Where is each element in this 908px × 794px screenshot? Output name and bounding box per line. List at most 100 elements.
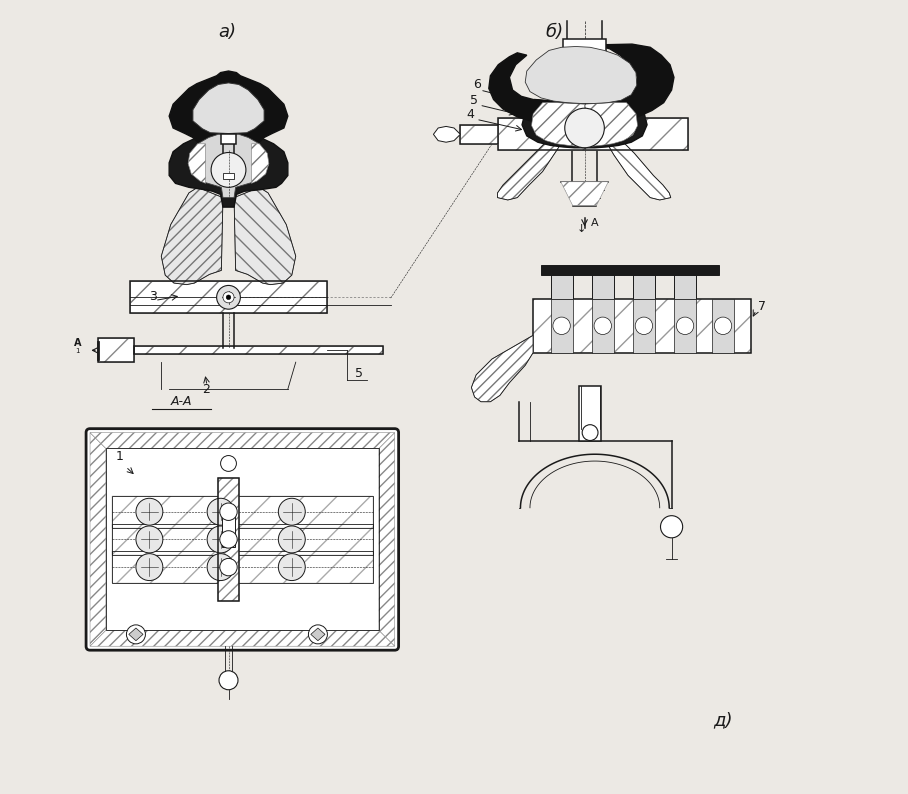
Circle shape xyxy=(207,553,234,580)
Bar xyxy=(460,125,498,144)
Polygon shape xyxy=(218,478,239,601)
Circle shape xyxy=(636,317,653,334)
Polygon shape xyxy=(90,433,106,646)
Text: 6: 6 xyxy=(473,79,481,91)
Circle shape xyxy=(226,295,231,299)
Polygon shape xyxy=(489,44,674,125)
Polygon shape xyxy=(433,126,460,142)
Circle shape xyxy=(207,499,234,525)
Circle shape xyxy=(217,285,241,309)
Circle shape xyxy=(676,317,694,334)
Bar xyxy=(550,299,573,353)
Polygon shape xyxy=(188,134,269,198)
Polygon shape xyxy=(471,335,533,402)
Circle shape xyxy=(582,425,598,441)
Circle shape xyxy=(136,499,163,525)
Circle shape xyxy=(220,503,237,520)
Bar xyxy=(674,276,696,299)
Bar xyxy=(223,173,234,179)
Bar xyxy=(498,118,688,150)
Circle shape xyxy=(219,671,238,690)
Text: 2: 2 xyxy=(202,383,211,396)
Text: 3: 3 xyxy=(150,291,157,303)
Bar xyxy=(222,515,235,547)
Bar xyxy=(113,523,373,555)
Bar xyxy=(498,118,688,150)
Circle shape xyxy=(223,291,234,303)
Bar xyxy=(130,282,328,313)
Circle shape xyxy=(279,553,305,580)
Bar xyxy=(674,299,696,353)
Circle shape xyxy=(211,152,246,187)
Circle shape xyxy=(221,456,236,472)
Polygon shape xyxy=(90,433,395,449)
Polygon shape xyxy=(169,71,288,150)
Circle shape xyxy=(594,317,611,334)
Bar xyxy=(113,496,373,527)
Circle shape xyxy=(553,317,570,334)
Polygon shape xyxy=(129,628,143,641)
Polygon shape xyxy=(98,338,134,362)
Circle shape xyxy=(126,625,145,644)
Bar xyxy=(563,40,606,56)
Polygon shape xyxy=(192,83,264,133)
Bar xyxy=(113,551,373,583)
Polygon shape xyxy=(498,144,561,200)
Circle shape xyxy=(136,526,163,553)
Text: д): д) xyxy=(714,711,733,730)
Circle shape xyxy=(207,526,234,553)
Bar xyxy=(222,133,235,144)
Circle shape xyxy=(136,553,163,580)
Bar xyxy=(113,551,373,583)
Text: A: A xyxy=(591,218,598,228)
Bar xyxy=(541,265,719,276)
Text: б): б) xyxy=(545,23,563,41)
Text: A: A xyxy=(74,337,81,348)
Text: 5: 5 xyxy=(355,367,363,380)
Polygon shape xyxy=(585,99,647,148)
Text: 7: 7 xyxy=(758,300,765,313)
Circle shape xyxy=(565,108,605,148)
Circle shape xyxy=(660,515,683,538)
Bar xyxy=(533,299,751,353)
Bar xyxy=(592,276,614,299)
Polygon shape xyxy=(252,144,269,183)
Text: 4: 4 xyxy=(467,109,475,121)
Polygon shape xyxy=(561,182,608,206)
Polygon shape xyxy=(522,99,585,148)
Polygon shape xyxy=(188,144,205,183)
Bar xyxy=(633,276,655,299)
Polygon shape xyxy=(531,102,585,146)
Bar xyxy=(579,386,601,441)
FancyBboxPatch shape xyxy=(86,429,399,650)
Polygon shape xyxy=(234,187,296,284)
Text: а): а) xyxy=(218,23,236,41)
Polygon shape xyxy=(162,187,223,284)
Circle shape xyxy=(220,530,237,548)
Circle shape xyxy=(715,317,732,334)
Bar xyxy=(134,346,383,354)
Bar xyxy=(533,299,751,353)
Polygon shape xyxy=(525,47,637,103)
Circle shape xyxy=(220,558,237,576)
Text: 5: 5 xyxy=(469,94,478,107)
Bar xyxy=(113,496,373,527)
Bar xyxy=(106,449,379,630)
Text: 1: 1 xyxy=(75,348,80,353)
Polygon shape xyxy=(585,102,637,146)
Text: 1: 1 xyxy=(115,450,123,463)
Bar xyxy=(218,478,239,601)
Text: А-А: А-А xyxy=(171,395,192,408)
Polygon shape xyxy=(379,433,395,646)
Bar xyxy=(633,299,655,353)
Bar xyxy=(550,276,573,299)
Circle shape xyxy=(309,625,328,644)
Circle shape xyxy=(279,499,305,525)
Bar xyxy=(98,338,134,362)
Polygon shape xyxy=(608,144,671,200)
Polygon shape xyxy=(311,628,325,641)
Bar xyxy=(460,125,498,144)
Circle shape xyxy=(279,526,305,553)
Bar xyxy=(134,346,383,354)
Bar xyxy=(113,523,373,555)
